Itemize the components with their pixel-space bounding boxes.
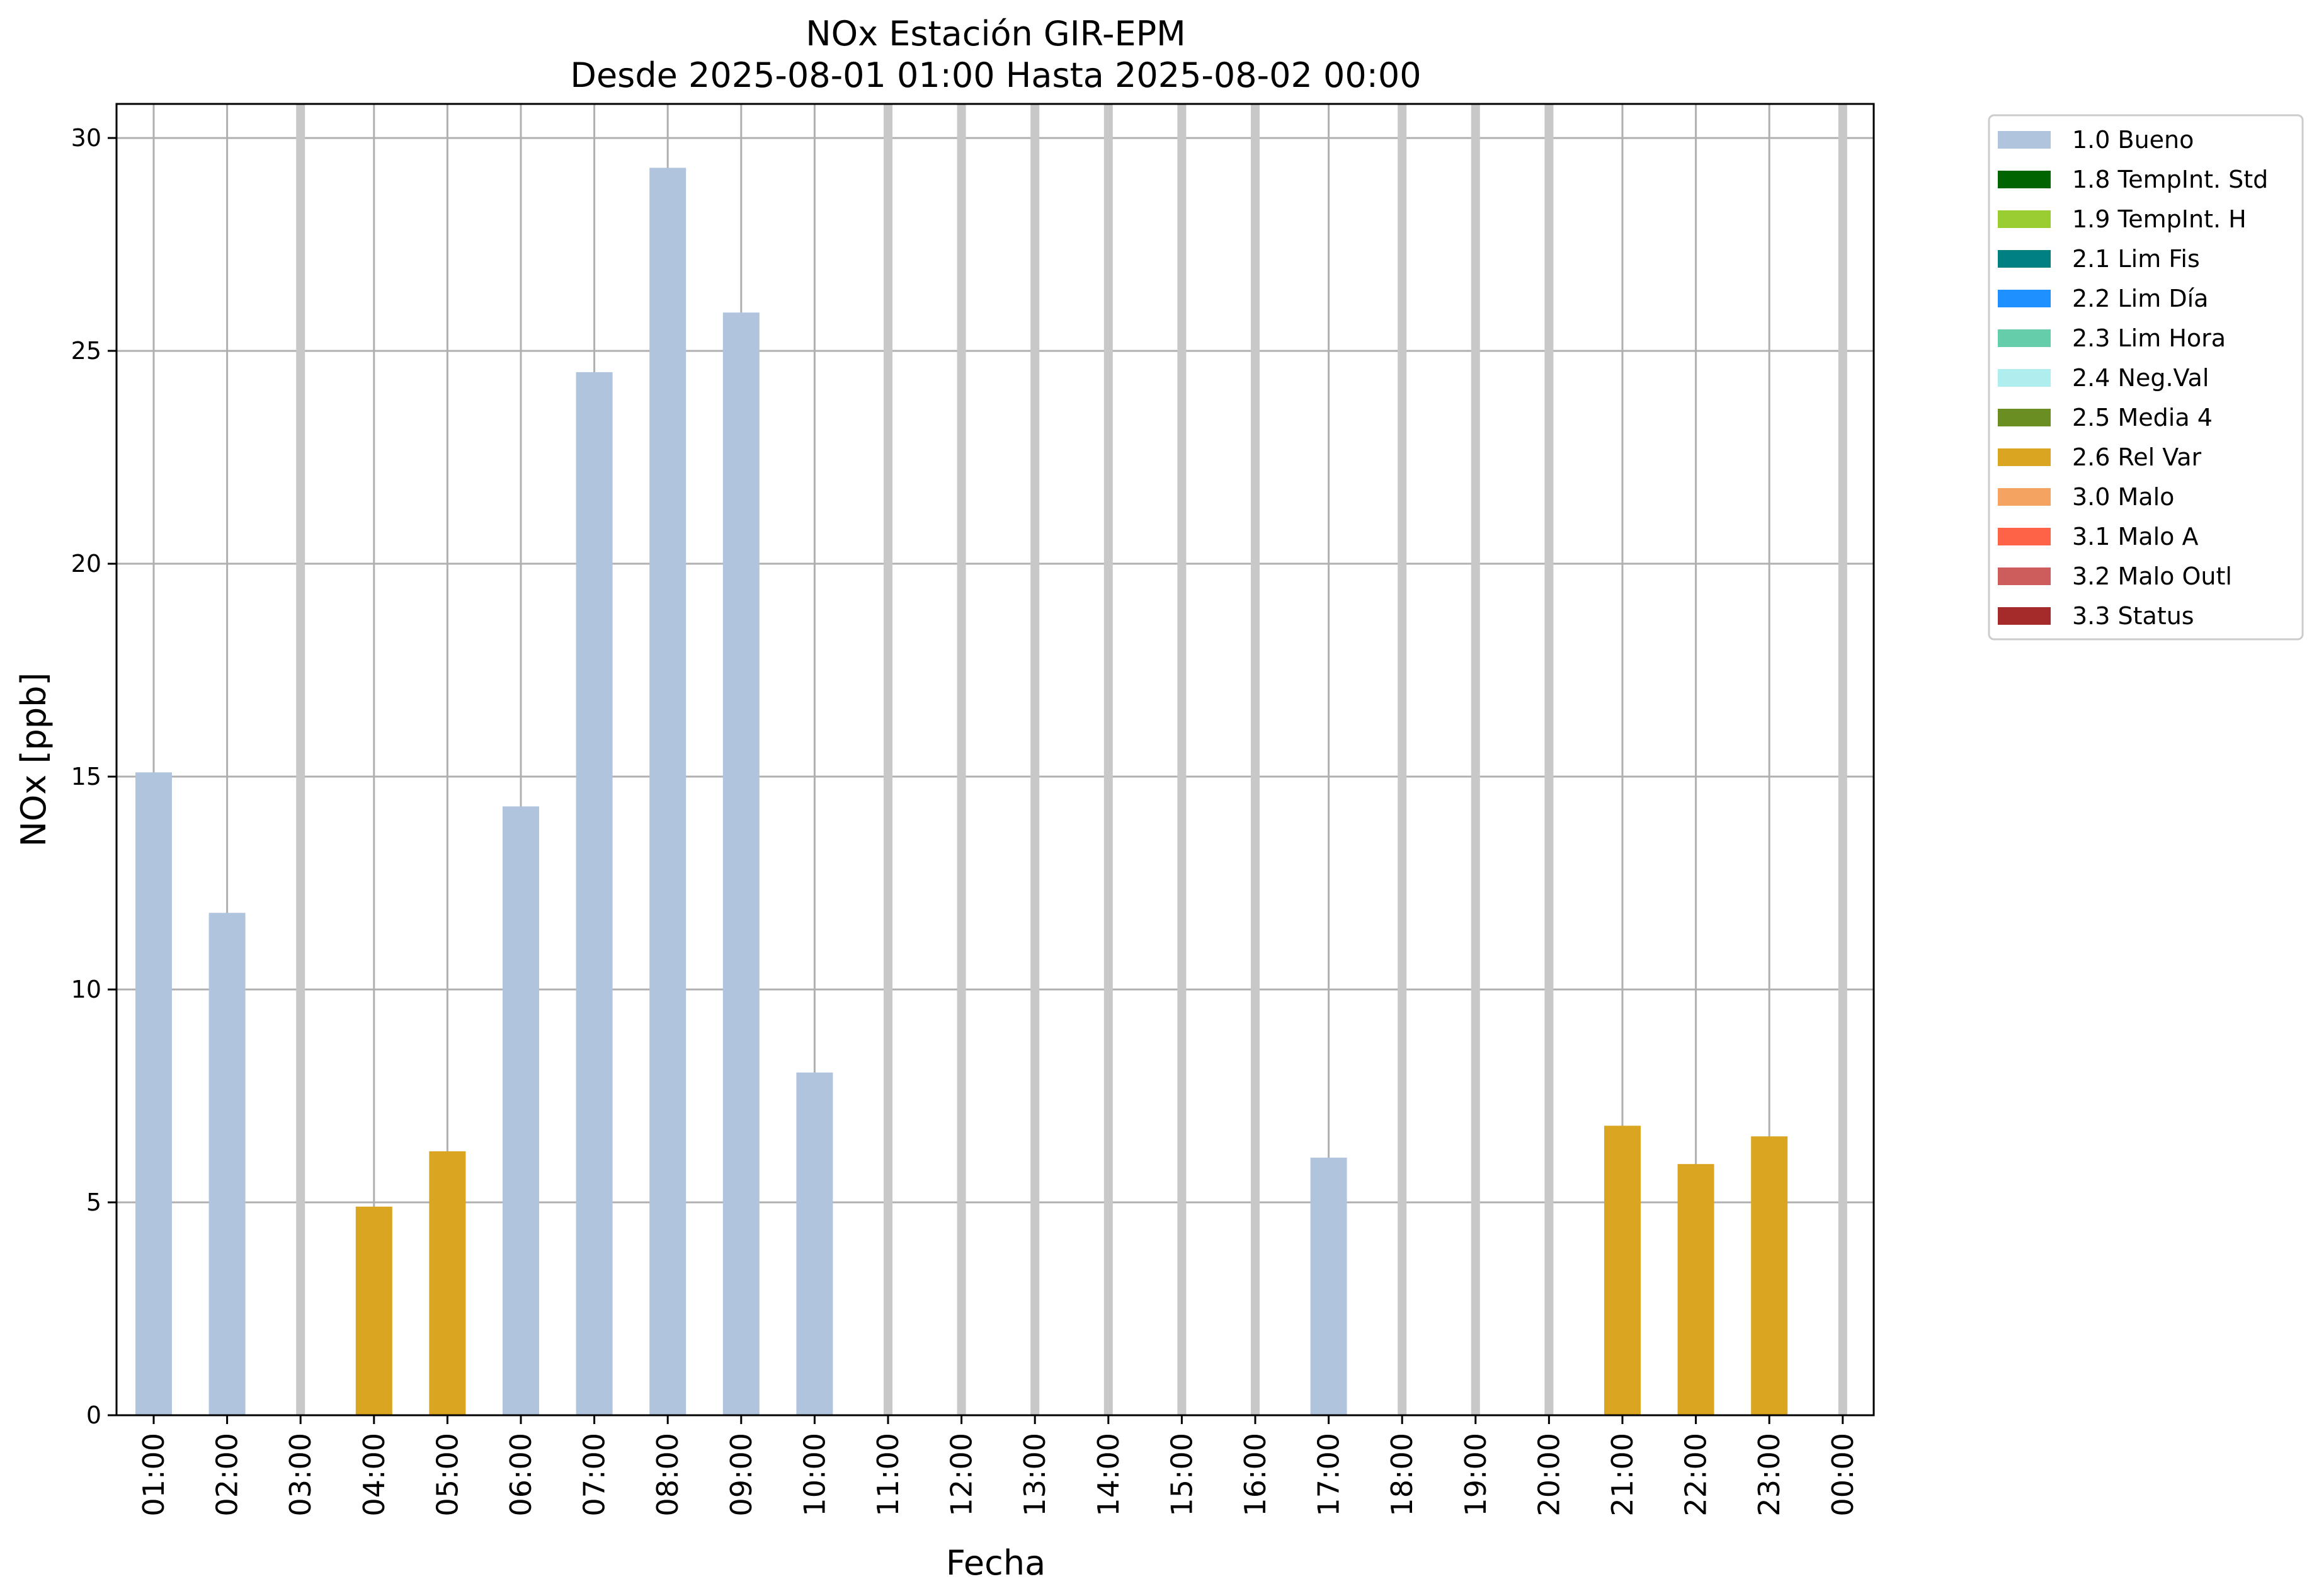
legend-label: 2.4 Neg.Val xyxy=(2072,364,2209,392)
legend-swatch xyxy=(1998,250,2051,268)
legend-label: 1.9 TempInt. H xyxy=(2072,205,2247,233)
legend-swatch xyxy=(1998,171,2051,188)
legend-swatch xyxy=(1998,567,2051,585)
x-tick-label: 06:00 xyxy=(504,1433,538,1517)
legend-swatch xyxy=(1998,290,2051,307)
y-tick-label: 5 xyxy=(86,1188,101,1216)
x-tick-label: 14:00 xyxy=(1091,1433,1125,1517)
no-data-marker xyxy=(1544,104,1554,1415)
y-tick-label: 15 xyxy=(71,763,101,790)
x-axis-label: Fecha xyxy=(946,1543,1046,1583)
legend-label: 2.2 Lim Día xyxy=(2072,285,2208,312)
legend-swatch xyxy=(1998,448,2051,466)
legend-swatch xyxy=(1998,409,2051,426)
bar xyxy=(429,1151,466,1415)
no-data-marker xyxy=(957,104,966,1415)
y-tick-label: 0 xyxy=(86,1401,101,1429)
legend-label: 2.6 Rel Var xyxy=(2072,443,2202,471)
y-axis-label: NOx [ppb] xyxy=(14,673,54,847)
legend-label: 2.3 Lim Hora xyxy=(2072,324,2226,352)
no-data-marker xyxy=(296,104,305,1415)
chart-title: NOx Estación GIR-EPM xyxy=(806,14,1186,54)
bar xyxy=(649,168,687,1415)
no-data-marker xyxy=(884,104,892,1415)
bar xyxy=(1751,1136,1788,1415)
legend-label: 3.3 Status xyxy=(2072,602,2194,630)
legend-label: 1.0 Bueno xyxy=(2072,126,2194,154)
x-tick-label: 16:00 xyxy=(1238,1433,1272,1517)
bar xyxy=(796,1072,833,1415)
x-tick-label: 03:00 xyxy=(283,1433,317,1517)
legend-label: 2.1 Lim Fis xyxy=(2072,245,2200,273)
legend-label: 3.2 Malo Outl xyxy=(2072,562,2232,590)
no-data-marker xyxy=(1838,104,1847,1415)
no-data-marker xyxy=(1177,104,1187,1415)
x-tick-label: 10:00 xyxy=(797,1433,831,1517)
legend-label: 2.5 Media 4 xyxy=(2072,404,2213,431)
bar xyxy=(1604,1126,1641,1415)
no-data-markers xyxy=(296,104,1847,1415)
no-data-marker xyxy=(1251,104,1260,1415)
plot-frame xyxy=(115,103,1875,1416)
x-tick-label: 12:00 xyxy=(945,1433,979,1517)
x-tick-label: 04:00 xyxy=(357,1433,391,1517)
no-data-marker xyxy=(1103,104,1113,1415)
bar xyxy=(722,312,760,1415)
x-tick-label: 00:00 xyxy=(1826,1433,1860,1517)
bar xyxy=(576,372,613,1415)
x-tick-label: 11:00 xyxy=(871,1433,905,1517)
legend-label: 1.8 TempInt. Std xyxy=(2072,166,2268,193)
bar xyxy=(208,913,246,1415)
y-tick-label: 10 xyxy=(71,976,101,1003)
x-tick-label: 09:00 xyxy=(724,1433,758,1517)
x-tick-label: 21:00 xyxy=(1605,1433,1639,1517)
x-axis: 01:00 02:00 03:00 04:00 05:00 06:00 07:00 08:00… xyxy=(137,1415,1860,1517)
legend-swatch xyxy=(1998,607,2051,625)
x-tick-label: 08:00 xyxy=(651,1433,685,1517)
legend-swatch xyxy=(1998,528,2051,545)
bar xyxy=(135,772,172,1415)
bars xyxy=(135,168,1788,1415)
x-tick-label: 20:00 xyxy=(1532,1433,1566,1517)
x-tick-label: 22:00 xyxy=(1679,1433,1713,1517)
legend-swatch xyxy=(1998,369,2051,387)
legend-label: 3.1 Malo A xyxy=(2072,523,2198,550)
x-tick-label: 15:00 xyxy=(1165,1433,1199,1517)
legend-swatch xyxy=(1998,210,2051,228)
legend-frame xyxy=(1988,114,2304,641)
x-tick-label: 19:00 xyxy=(1459,1433,1493,1517)
y-tick-label: 30 xyxy=(71,124,101,152)
legend-swatch xyxy=(1998,131,2051,149)
bar xyxy=(503,806,539,1415)
chart-subtitle: Desde 2025-08-01 01:00 Hasta 2025-08-02 … xyxy=(570,55,1421,95)
y-tick-label: 20 xyxy=(71,550,101,578)
x-tick-label: 23:00 xyxy=(1752,1433,1786,1517)
legend-label: 3.0 Malo xyxy=(2072,483,2174,511)
no-data-marker xyxy=(1030,104,1040,1415)
x-tick-label: 05:00 xyxy=(430,1433,464,1517)
no-data-marker xyxy=(1471,104,1480,1415)
y-tick-label: 25 xyxy=(71,337,101,365)
x-tick-label: 17:00 xyxy=(1312,1433,1346,1517)
x-tick-label: 13:00 xyxy=(1018,1433,1052,1517)
x-tick-label: 02:00 xyxy=(210,1433,244,1517)
legend: 1.0 Bueno 1.8 TempInt. Std 1.9 TempInt. H 2… xyxy=(1988,114,2304,641)
legend-swatch xyxy=(1998,329,2051,347)
bar xyxy=(1677,1164,1714,1415)
bar xyxy=(1310,1158,1347,1415)
no-data-marker xyxy=(1398,104,1407,1415)
legend-swatch xyxy=(1998,488,2051,506)
x-tick-label: 07:00 xyxy=(578,1433,612,1517)
y-axis: 0 5 10 15 20 25 30 xyxy=(71,124,117,1429)
x-tick-label: 18:00 xyxy=(1385,1433,1419,1517)
x-tick-label: 01:00 xyxy=(137,1433,171,1517)
bar xyxy=(355,1206,392,1415)
